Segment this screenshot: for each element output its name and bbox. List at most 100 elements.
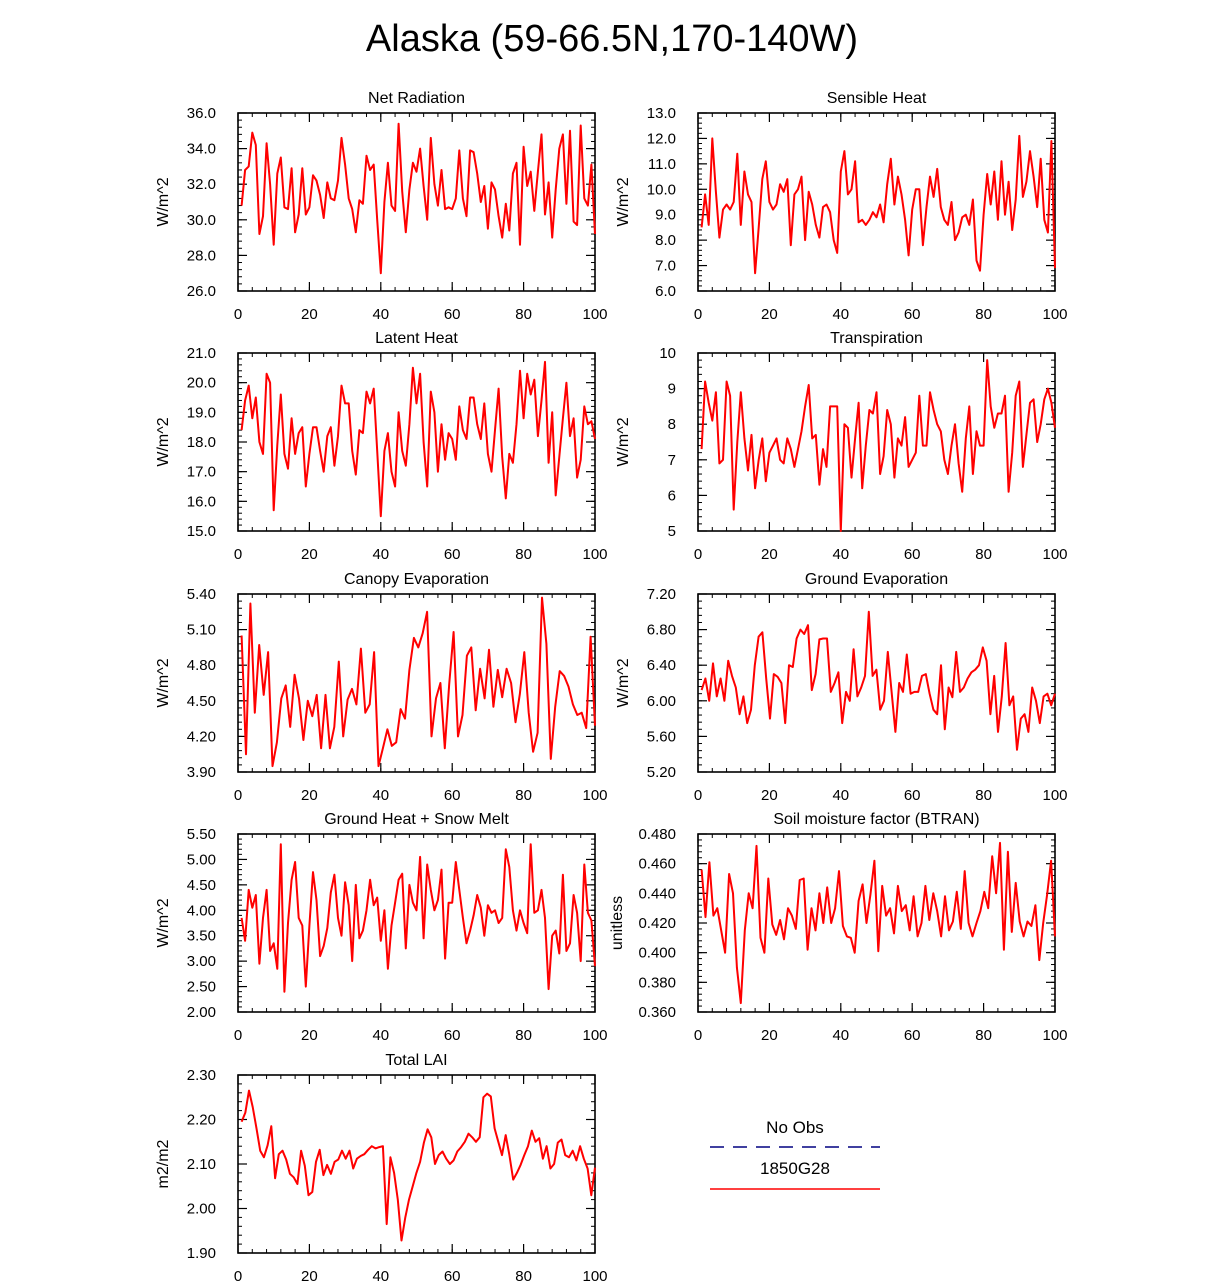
x-tick-label: 80 bbox=[515, 306, 532, 323]
legend-obs-label: No Obs bbox=[766, 1118, 824, 1137]
y-tick-label: 13.0 bbox=[647, 105, 676, 122]
x-tick-label: 80 bbox=[975, 306, 992, 323]
y-axis-label: W/m^2 bbox=[615, 658, 632, 707]
y-tick-label: 2.00 bbox=[187, 1201, 216, 1218]
series-line-1850g28 bbox=[700, 134, 1056, 275]
series-line-1850g28 bbox=[700, 359, 1056, 532]
series-line-1850g28 bbox=[700, 610, 1056, 751]
x-tick-label: 60 bbox=[904, 787, 921, 804]
panel-title: Ground Heat + Snow Melt bbox=[324, 811, 509, 828]
y-tick-label: 20.0 bbox=[187, 375, 216, 392]
y-tick-label: 5.40 bbox=[187, 586, 216, 603]
y-tick-label: 18.0 bbox=[187, 434, 216, 451]
panel-net-radiation: 0 20 40 60 80 100 26.0 28.0 30.0 32.0 34.0 36.0 Net … bbox=[155, 90, 608, 323]
y-tick-label: 15.0 bbox=[187, 523, 216, 540]
x-tick-label: 80 bbox=[515, 546, 532, 563]
x-tick-label: 40 bbox=[372, 1268, 389, 1285]
panel-soil-moisture-factor-btran-: 0 20 40 60 80 100 0.360 0.380 0.400 0.420 0.440 0.4… bbox=[609, 811, 1068, 1044]
x-tick-label: 60 bbox=[904, 546, 921, 563]
x-tick-label: 100 bbox=[1042, 306, 1067, 323]
x-tick-label: 40 bbox=[832, 306, 849, 323]
y-tick-label: 5.00 bbox=[187, 851, 216, 868]
y-tick-label: 5.20 bbox=[647, 764, 676, 781]
y-tick-label: 4.00 bbox=[187, 902, 216, 919]
y-tick-label: 30.0 bbox=[187, 212, 216, 229]
x-tick-label: 60 bbox=[444, 1027, 461, 1044]
x-tick-label: 100 bbox=[582, 1027, 607, 1044]
y-tick-label: 7.0 bbox=[655, 258, 676, 275]
x-tick-label: 100 bbox=[1042, 787, 1067, 804]
x-tick-label: 40 bbox=[832, 787, 849, 804]
y-tick-label: 0.400 bbox=[638, 945, 676, 962]
y-tick-label: 2.10 bbox=[187, 1156, 216, 1173]
y-axis-label: m2/m2 bbox=[155, 1139, 172, 1188]
x-tick-label: 40 bbox=[372, 1027, 389, 1044]
series-line-1850g28 bbox=[240, 596, 596, 768]
axes-frame bbox=[697, 593, 1056, 773]
y-tick-label: 36.0 bbox=[187, 105, 216, 122]
y-tick-label: 2.00 bbox=[187, 1004, 216, 1021]
y-tick-label: 8.0 bbox=[655, 232, 676, 249]
panel-title: Latent Heat bbox=[375, 330, 458, 347]
y-tick-label: 6.0 bbox=[655, 283, 676, 300]
y-tick-label: 3.50 bbox=[187, 928, 216, 945]
x-tick-label: 20 bbox=[301, 306, 318, 323]
x-tick-label: 20 bbox=[301, 1268, 318, 1285]
series-line-1850g28 bbox=[240, 843, 596, 993]
panel-canopy-evaporation: 0 20 40 60 80 100 3.90 4.20 4.50 4.80 5.10 5.40 Cano… bbox=[155, 571, 608, 804]
y-tick-label: 5.60 bbox=[647, 728, 676, 745]
y-tick-label: 19.0 bbox=[187, 404, 216, 421]
panel-latent-heat: 0 20 40 60 80 100 15.0 16.0 17.0 18.0 19.0 20.0 21.0… bbox=[155, 330, 608, 563]
x-tick-label: 0 bbox=[234, 546, 242, 563]
y-tick-label: 6 bbox=[668, 487, 676, 504]
series-line-1850g28 bbox=[700, 841, 1056, 1005]
y-tick-label: 32.0 bbox=[187, 176, 216, 193]
y-tick-label: 16.0 bbox=[187, 493, 216, 510]
x-tick-label: 40 bbox=[832, 546, 849, 563]
x-tick-label: 20 bbox=[761, 787, 778, 804]
y-tick-label: 10.0 bbox=[647, 181, 676, 198]
panel-title: Ground Evaporation bbox=[805, 571, 948, 588]
axes-frame bbox=[237, 352, 596, 532]
panel-title: Canopy Evaporation bbox=[344, 571, 489, 588]
y-axis-label: W/m^2 bbox=[615, 177, 632, 226]
y-tick-label: 5.10 bbox=[187, 622, 216, 639]
x-tick-label: 60 bbox=[444, 1268, 461, 1285]
y-tick-label: 2.20 bbox=[187, 1112, 216, 1129]
y-tick-label: 6.00 bbox=[647, 693, 676, 710]
panel-title: Sensible Heat bbox=[827, 90, 927, 107]
y-axis-label: W/m^2 bbox=[155, 177, 172, 226]
x-tick-label: 0 bbox=[234, 787, 242, 804]
x-tick-label: 0 bbox=[694, 1027, 702, 1044]
y-tick-label: 4.20 bbox=[187, 728, 216, 745]
chart-panels: 0 20 40 60 80 10026.028.030.032.034.036.0Net … bbox=[155, 90, 1068, 1285]
y-tick-label: 4.80 bbox=[187, 657, 216, 674]
x-tick-label: 20 bbox=[301, 1027, 318, 1044]
y-tick-label: 9.0 bbox=[655, 207, 676, 224]
y-tick-label: 2.50 bbox=[187, 979, 216, 996]
y-tick-label: 3.00 bbox=[187, 953, 216, 970]
y-tick-label: 34.0 bbox=[187, 141, 216, 158]
panel-title: Transpiration bbox=[830, 330, 923, 347]
y-tick-label: 0.420 bbox=[638, 915, 676, 932]
y-tick-label: 5 bbox=[668, 523, 676, 540]
y-tick-label: 0.480 bbox=[638, 826, 676, 843]
axes-frame bbox=[697, 112, 1056, 292]
axes-frame bbox=[237, 112, 596, 292]
x-tick-label: 80 bbox=[975, 546, 992, 563]
y-tick-label: 0.360 bbox=[638, 1004, 676, 1021]
x-tick-label: 0 bbox=[234, 1027, 242, 1044]
axes-frame bbox=[237, 833, 596, 1013]
x-tick-label: 60 bbox=[904, 1027, 921, 1044]
y-tick-label: 21.0 bbox=[187, 345, 216, 362]
y-tick-label: 4.50 bbox=[187, 877, 216, 894]
legend-model-label: 1850G28 bbox=[760, 1159, 830, 1178]
x-tick-label: 40 bbox=[372, 787, 389, 804]
y-tick-label: 7 bbox=[668, 452, 676, 469]
x-tick-label: 80 bbox=[515, 787, 532, 804]
y-tick-label: 3.90 bbox=[187, 764, 216, 781]
x-tick-label: 40 bbox=[372, 306, 389, 323]
y-axis-label: unitless bbox=[609, 896, 626, 950]
panel-ground-heat-snow-melt: 0 20 40 60 80 100 2.00 2.50 3.00 3.50 4.00 4.50 5.00… bbox=[155, 811, 608, 1044]
x-tick-label: 20 bbox=[301, 787, 318, 804]
